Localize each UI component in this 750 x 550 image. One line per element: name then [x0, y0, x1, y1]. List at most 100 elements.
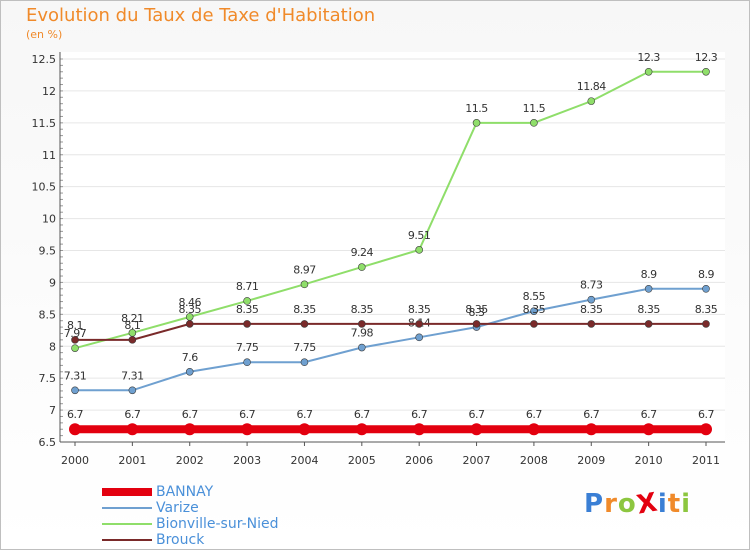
x-tick-label: 2009: [577, 454, 605, 467]
data-label: 8.35: [523, 303, 546, 316]
data-point: [415, 246, 423, 254]
data-label: 7.98: [351, 327, 374, 340]
data-point: [243, 297, 251, 305]
y-tick-label: 8: [49, 340, 56, 353]
x-tick-label: 2010: [635, 454, 663, 467]
data-label: 8.35: [637, 303, 660, 316]
data-label: 8.35: [236, 303, 259, 316]
data-label: 6.7: [641, 408, 657, 421]
data-point: [185, 367, 194, 376]
data-label: 6.7: [239, 408, 255, 421]
data-label: 8.97: [293, 263, 316, 276]
data-point: [300, 358, 309, 367]
chart-title: Evolution du Taux de Taxe d'Habitation: [26, 5, 376, 26]
legend-swatch-brouck: [102, 539, 152, 541]
data-point: [358, 263, 366, 271]
data-point: [700, 423, 712, 436]
x-tick-label: 2007: [463, 454, 491, 467]
logo-letter: i: [657, 489, 668, 519]
data-label: 12.3: [637, 51, 660, 64]
data-point: [358, 343, 366, 352]
x-tick-label: 2011: [692, 454, 720, 467]
data-label: 8.35: [351, 303, 374, 316]
y-tick-label: 12: [42, 85, 56, 98]
logo-letter: r: [604, 489, 618, 519]
data-point: [243, 358, 251, 367]
data-point: [702, 67, 710, 76]
data-label: 9.24: [351, 246, 374, 259]
legend-label-brouck: Brouck: [156, 532, 205, 548]
x-tick-label: 2001: [118, 454, 146, 467]
data-point: [126, 423, 139, 436]
data-point: [585, 423, 598, 436]
y-tick-label: 7: [49, 404, 56, 417]
logo-letter: i: [681, 489, 692, 519]
data-point: [413, 423, 426, 436]
data-point: [587, 320, 596, 328]
x-tick-label: 2005: [348, 454, 376, 467]
data-label: 6.7: [182, 408, 198, 421]
logo-letter: t: [667, 489, 682, 519]
data-label: 12.3: [695, 51, 718, 64]
series-line-brouck: [75, 322, 706, 341]
logo-letter: P: [584, 489, 605, 519]
data-point: [243, 320, 251, 328]
data-point: [355, 423, 368, 436]
data-point: [587, 295, 596, 304]
data-label: 7.6: [182, 351, 198, 364]
data-point: [183, 423, 196, 436]
data-label: 6.7: [583, 408, 599, 421]
legend-label-bionville: Bionville-sur-Nied: [156, 516, 279, 532]
data-label: 8.35: [465, 303, 488, 316]
data-label: 6.7: [469, 408, 485, 421]
data-label: 6.7: [354, 408, 370, 421]
data-point: [71, 344, 79, 352]
data-label: 6.7: [698, 408, 714, 421]
data-point: [527, 423, 540, 436]
data-label: 6.7: [411, 408, 427, 421]
data-point: [644, 320, 653, 328]
data-label: 8.55: [523, 290, 546, 303]
data-label: 11.5: [523, 102, 546, 115]
data-point: [415, 333, 423, 342]
data-label: 8.1: [67, 319, 83, 332]
data-label: 8.35: [408, 303, 431, 316]
proxiti-logo: ProXiti: [584, 487, 692, 520]
legend-label-bannay: BANNAY: [156, 484, 214, 500]
data-point: [642, 423, 655, 436]
data-label: 6.7: [124, 408, 140, 421]
logo-letter: o: [617, 489, 637, 519]
data-point: [241, 423, 254, 436]
plot-area: [60, 52, 725, 442]
x-tick-label: 2002: [176, 454, 204, 467]
data-point: [298, 423, 311, 436]
data-label: 8.1: [124, 319, 140, 332]
data-label: 6.7: [526, 408, 542, 421]
data-point: [71, 336, 79, 344]
data-label: 8.35: [178, 303, 201, 316]
data-point: [530, 320, 538, 328]
data-label: 8.71: [236, 280, 259, 293]
data-label: 9.51: [408, 229, 431, 242]
data-point: [71, 386, 79, 395]
x-tick-label: 2008: [520, 454, 548, 467]
series-line-bionville-sur-nied: [74, 70, 706, 350]
x-tick-label: 2003: [233, 454, 261, 467]
data-label: 6.7: [67, 408, 83, 421]
y-tick-label: 6.5: [39, 436, 57, 449]
legend-label-varize: Varize: [156, 500, 199, 516]
y-tick-label: 9.5: [39, 245, 57, 258]
data-point: [128, 386, 137, 395]
y-tick-label: 8.5: [39, 308, 57, 321]
y-tick-label: 9: [49, 276, 56, 289]
data-point: [530, 307, 538, 315]
data-label: 7.31: [121, 369, 144, 382]
data-point: [128, 336, 137, 344]
series-line-varize: [75, 287, 706, 392]
data-label: 7.97: [64, 327, 87, 340]
data-point: [644, 67, 653, 76]
data-label: 8.9: [641, 268, 657, 281]
data-label: 11.5: [465, 102, 488, 115]
data-label: 7.75: [293, 341, 316, 354]
data-point: [702, 284, 710, 293]
